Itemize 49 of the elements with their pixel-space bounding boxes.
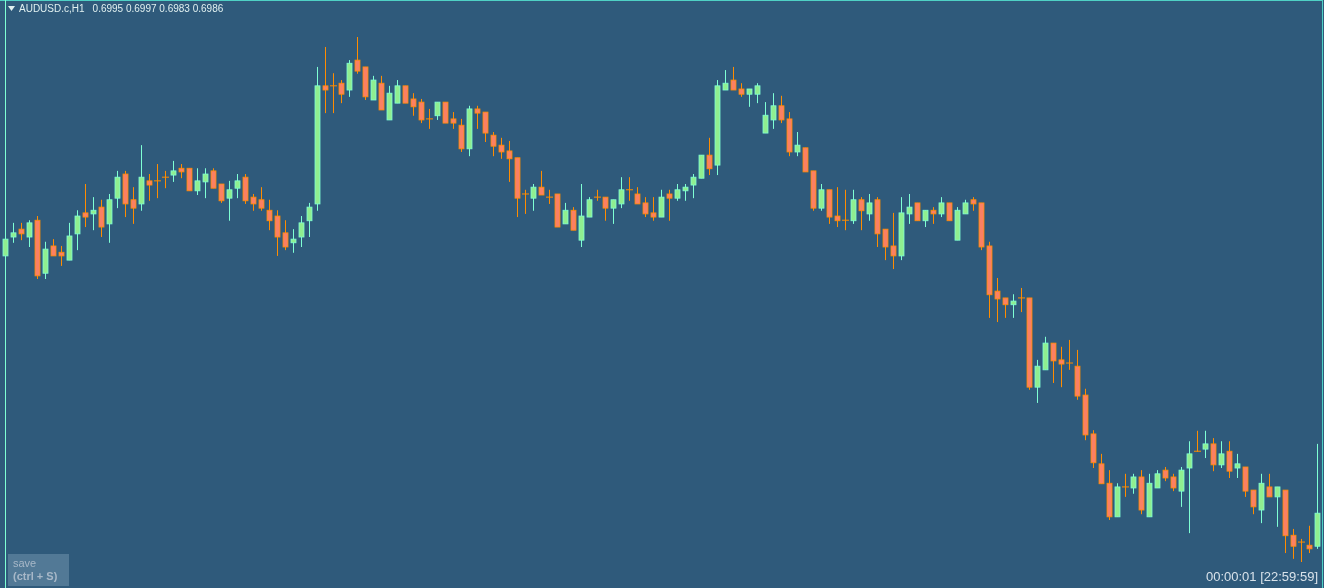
candlestick bbox=[1178, 466, 1185, 508]
candlestick bbox=[298, 215, 305, 248]
candlestick bbox=[170, 160, 177, 183]
candlestick bbox=[706, 137, 713, 176]
text: 00:00:01 [22:59:59] bbox=[1205, 569, 1318, 584]
candlestick bbox=[1130, 473, 1137, 495]
candlestick bbox=[850, 189, 857, 225]
candlestick bbox=[10, 222, 17, 244]
candlestick bbox=[1226, 440, 1233, 479]
candlestick bbox=[858, 196, 865, 231]
candlestick bbox=[370, 75, 377, 101]
candlestick bbox=[1186, 440, 1193, 534]
candlestick bbox=[82, 183, 89, 228]
candlestick bbox=[306, 202, 313, 238]
candlestick bbox=[26, 219, 33, 248]
candlestick bbox=[866, 193, 873, 222]
candlestick bbox=[1193, 430, 1202, 453]
candlestick bbox=[74, 209, 81, 251]
candlestick bbox=[1306, 525, 1313, 554]
candlestick bbox=[530, 183, 537, 212]
chart-subtitle: 0.6995 0.6997 0.6983 0.6986 bbox=[92, 3, 224, 14]
candlestick bbox=[1010, 293, 1017, 319]
candlestick bbox=[666, 189, 673, 222]
candlestick bbox=[625, 176, 634, 202]
candlestick bbox=[1266, 473, 1273, 498]
candlestick bbox=[1274, 486, 1281, 528]
candlestick bbox=[538, 170, 545, 196]
candlestick bbox=[938, 196, 945, 218]
candlestick bbox=[290, 228, 297, 254]
candlestick bbox=[794, 131, 801, 157]
annotation: save bbox=[13, 557, 38, 570]
candlestick bbox=[562, 202, 569, 225]
candlestick bbox=[1234, 453, 1241, 479]
candlestick bbox=[1218, 440, 1225, 469]
candlestick bbox=[90, 196, 97, 231]
candlestick bbox=[114, 170, 121, 209]
candlestick bbox=[458, 118, 465, 153]
candlestick bbox=[161, 170, 170, 189]
candlestick bbox=[234, 173, 241, 199]
candlestick bbox=[226, 180, 233, 222]
candlestick bbox=[818, 183, 825, 212]
candlestick bbox=[570, 206, 577, 231]
chart-title: AUDUSD.c,H1 bbox=[19, 3, 85, 14]
candlestick bbox=[658, 189, 665, 218]
save-button: save (ctrl + S) bbox=[8, 554, 69, 586]
candlestick bbox=[1210, 437, 1217, 472]
candlestick bbox=[1121, 473, 1130, 498]
candlestick bbox=[1202, 430, 1209, 459]
candlestick bbox=[98, 199, 105, 238]
